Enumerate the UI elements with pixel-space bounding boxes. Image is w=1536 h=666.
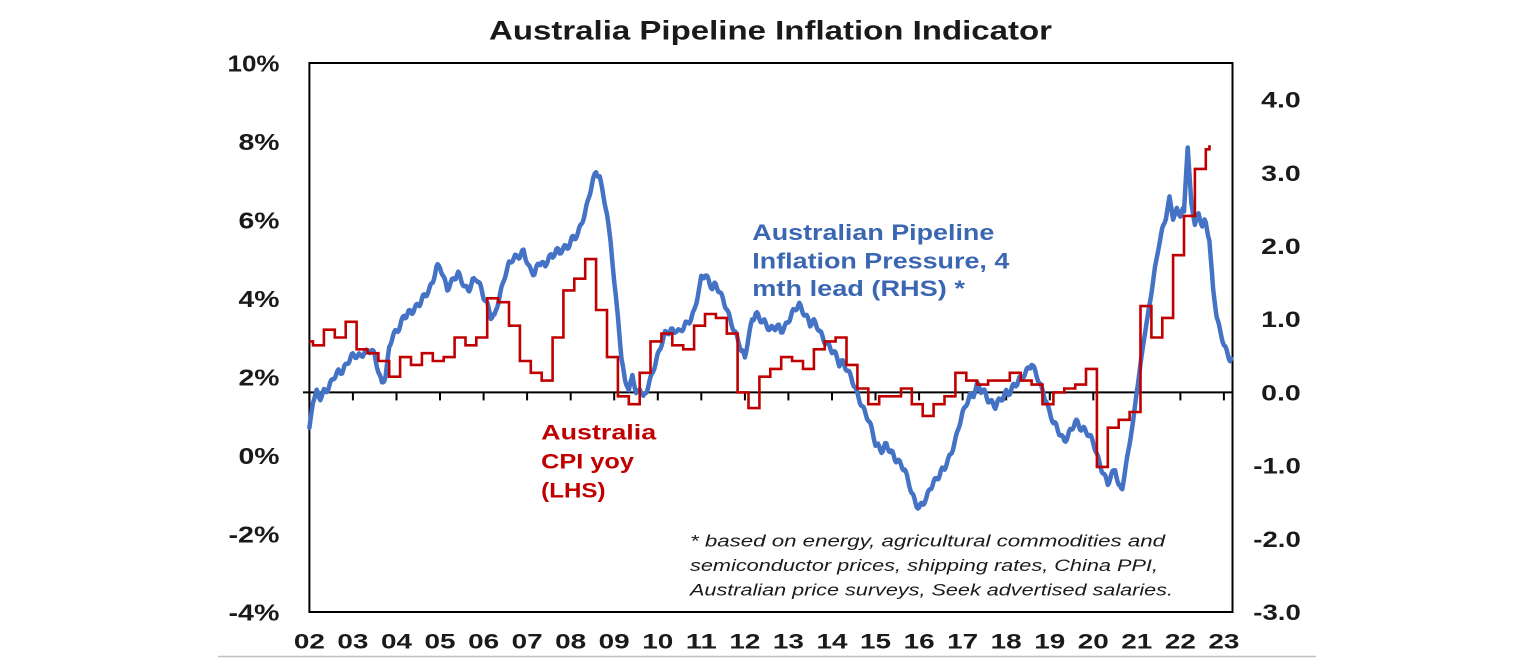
svg-text:-2.0: -2.0 bbox=[1253, 527, 1301, 552]
svg-text:4.0: 4.0 bbox=[1261, 88, 1301, 113]
svg-text:0%: 0% bbox=[239, 443, 280, 469]
svg-text:18: 18 bbox=[991, 630, 1022, 654]
svg-text:0.0: 0.0 bbox=[1261, 380, 1301, 405]
svg-text:12: 12 bbox=[729, 630, 760, 654]
svg-text:mth lead (RHS) *: mth lead (RHS) * bbox=[752, 276, 965, 301]
svg-text:04: 04 bbox=[381, 630, 412, 654]
svg-text:(LHS): (LHS) bbox=[541, 479, 605, 503]
svg-text:15: 15 bbox=[860, 630, 891, 654]
svg-text:10%: 10% bbox=[228, 51, 280, 77]
svg-text:02: 02 bbox=[294, 630, 325, 654]
svg-text:10: 10 bbox=[642, 630, 673, 654]
svg-text:-1.0: -1.0 bbox=[1253, 454, 1301, 479]
svg-text:07: 07 bbox=[512, 630, 543, 654]
svg-text:05: 05 bbox=[425, 630, 456, 654]
svg-text:2.0: 2.0 bbox=[1261, 234, 1301, 259]
svg-text:1.0: 1.0 bbox=[1261, 307, 1301, 332]
svg-text:19: 19 bbox=[1034, 630, 1065, 654]
svg-text:14: 14 bbox=[817, 630, 848, 654]
svg-text:4%: 4% bbox=[239, 286, 280, 312]
svg-text:23: 23 bbox=[1208, 630, 1239, 654]
svg-text:06: 06 bbox=[468, 630, 499, 654]
svg-text:21: 21 bbox=[1121, 630, 1152, 654]
svg-text:3.0: 3.0 bbox=[1261, 161, 1301, 186]
svg-text:11: 11 bbox=[686, 630, 717, 654]
svg-text:6%: 6% bbox=[239, 208, 280, 234]
svg-text:CPI yoy: CPI yoy bbox=[541, 450, 634, 474]
svg-text:Australian price surveys, Seek: Australian price surveys, Seek advertise… bbox=[689, 582, 1173, 600]
svg-text:-2%: -2% bbox=[229, 521, 280, 547]
svg-text:22: 22 bbox=[1165, 630, 1196, 654]
svg-text:08: 08 bbox=[555, 630, 586, 654]
svg-text:Australia Pipeline Inflation I: Australia Pipeline Inflation Indicator bbox=[489, 16, 1053, 46]
svg-text:Australian Pipeline: Australian Pipeline bbox=[752, 220, 994, 245]
svg-text:09: 09 bbox=[599, 630, 630, 654]
svg-text:* based on energy, agricultura: * based on energy, agricultural commodit… bbox=[690, 533, 1166, 551]
svg-text:Australia: Australia bbox=[541, 421, 657, 445]
svg-text:17: 17 bbox=[947, 630, 978, 654]
svg-text:8%: 8% bbox=[239, 129, 280, 155]
svg-text:Inflation Pressure, 4: Inflation Pressure, 4 bbox=[752, 249, 1010, 274]
svg-text:13: 13 bbox=[773, 630, 804, 654]
svg-text:20: 20 bbox=[1078, 630, 1109, 654]
svg-text:-4%: -4% bbox=[229, 600, 280, 626]
svg-text:semiconductor prices, shipping: semiconductor prices, shipping rates, Ch… bbox=[690, 557, 1158, 575]
svg-text:2%: 2% bbox=[239, 364, 280, 390]
svg-text:16: 16 bbox=[904, 630, 935, 654]
svg-text:03: 03 bbox=[337, 630, 368, 654]
svg-text:-3.0: -3.0 bbox=[1253, 600, 1301, 625]
